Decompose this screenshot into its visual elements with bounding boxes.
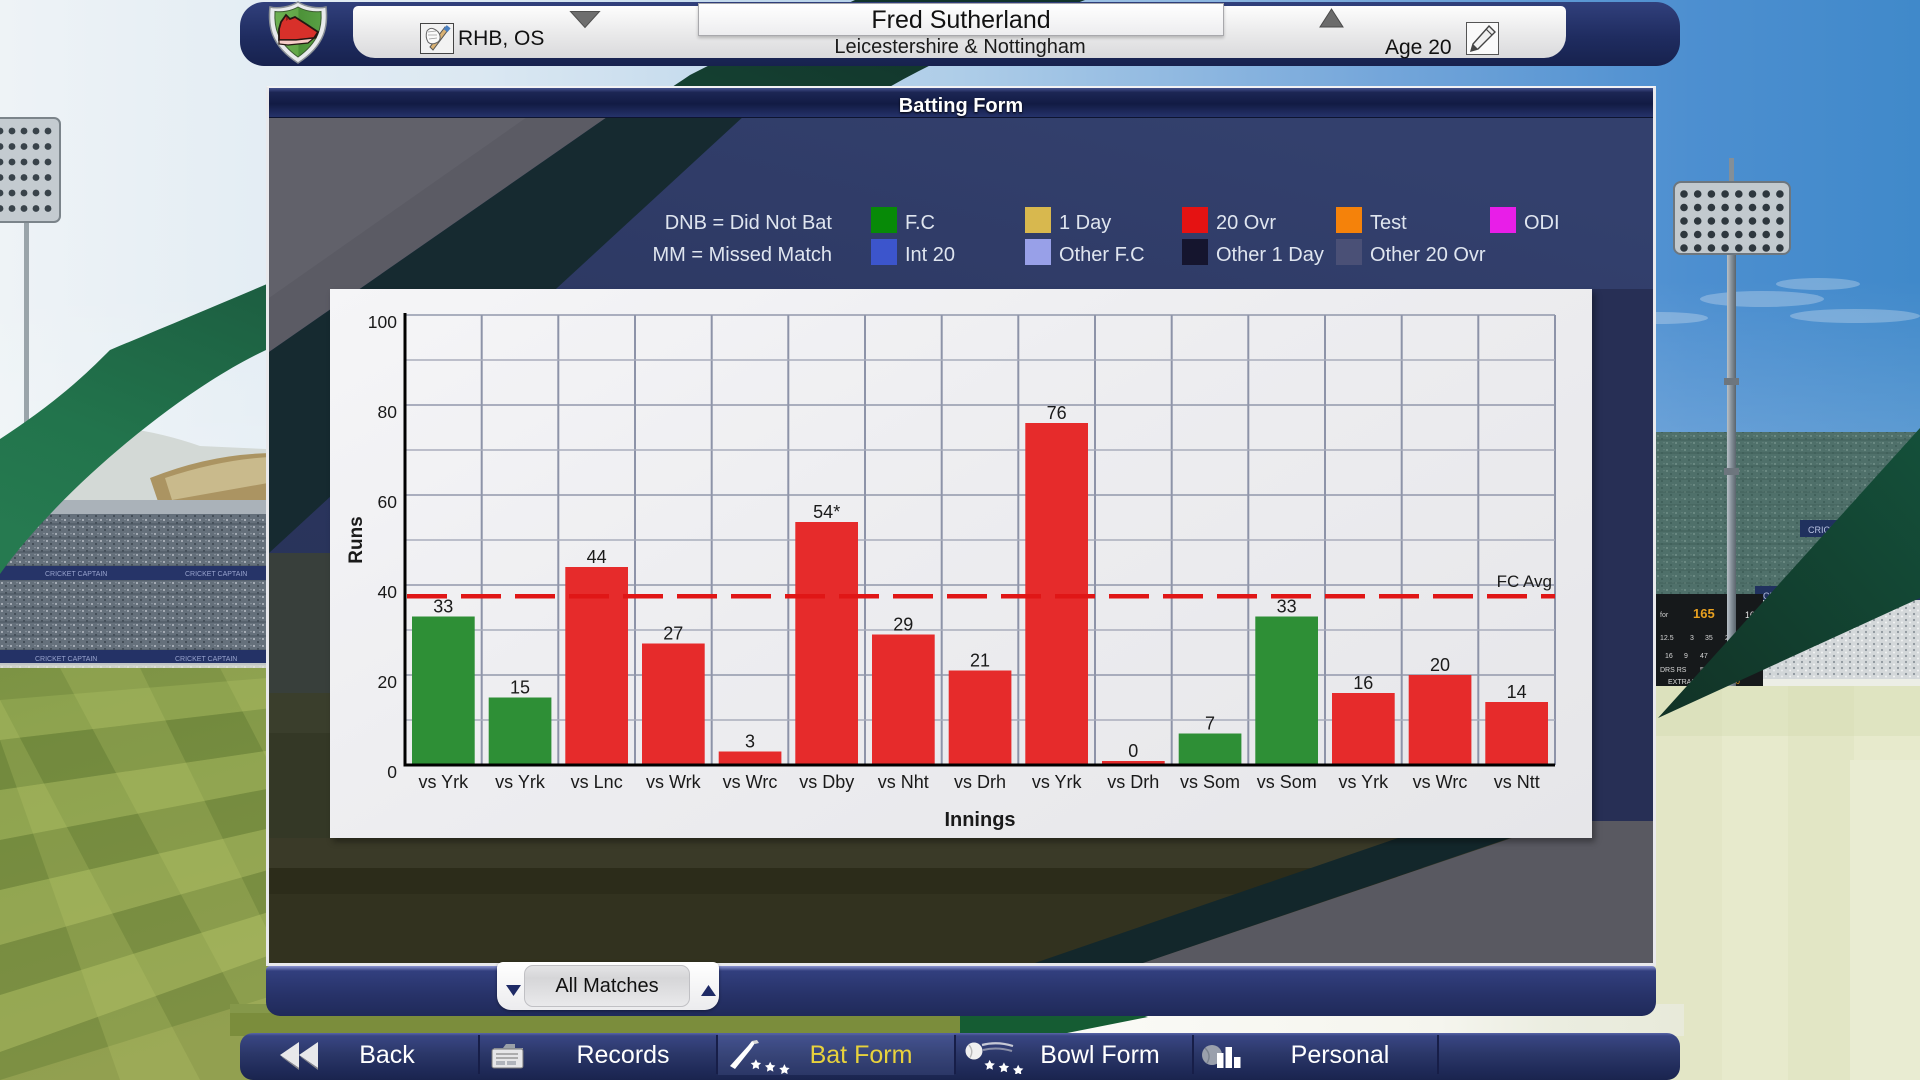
svg-text:20: 20 bbox=[1430, 655, 1450, 675]
svg-text:for: for bbox=[1660, 612, 1669, 619]
svg-text:0: 0 bbox=[387, 762, 397, 782]
svg-text:CRICKET CAPTAIN: CRICKET CAPTAIN bbox=[185, 571, 247, 578]
svg-text:vs Yrk: vs Yrk bbox=[418, 772, 469, 792]
svg-text:33: 33 bbox=[1277, 597, 1297, 617]
svg-text:15: 15 bbox=[510, 678, 530, 698]
svg-text:33: 33 bbox=[433, 597, 453, 617]
svg-text:vs Wrk: vs Wrk bbox=[646, 772, 702, 792]
svg-text:165: 165 bbox=[1693, 606, 1715, 621]
svg-text:CRICKET CAPTAIN: CRICKET CAPTAIN bbox=[45, 571, 107, 578]
svg-text:vs Drh: vs Drh bbox=[1107, 772, 1159, 792]
svg-text:20: 20 bbox=[378, 672, 398, 692]
svg-text:DRS RS: DRS RS bbox=[1660, 667, 1687, 674]
svg-text:27: 27 bbox=[663, 624, 683, 644]
svg-text:Runs: Runs bbox=[346, 516, 367, 564]
svg-text:3: 3 bbox=[1690, 635, 1694, 642]
svg-text:16: 16 bbox=[1665, 653, 1673, 660]
svg-text:vs Wrc: vs Wrc bbox=[1413, 772, 1468, 792]
svg-text:7: 7 bbox=[1205, 714, 1215, 734]
svg-text:3: 3 bbox=[745, 732, 755, 752]
svg-text:FC Avg: FC Avg bbox=[1497, 572, 1552, 591]
svg-text:54*: 54* bbox=[813, 502, 840, 522]
svg-text:vs Wrc: vs Wrc bbox=[723, 772, 778, 792]
svg-text:vs Som: vs Som bbox=[1257, 772, 1317, 792]
svg-text:0: 0 bbox=[1128, 741, 1138, 761]
svg-text:14: 14 bbox=[1507, 682, 1527, 702]
svg-text:vs Yrk: vs Yrk bbox=[1032, 772, 1083, 792]
svg-text:vs Yrk: vs Yrk bbox=[1338, 772, 1389, 792]
svg-text:CRICKET CAPTAIN: CRICKET CAPTAIN bbox=[35, 656, 97, 663]
svg-text:21: 21 bbox=[970, 651, 990, 671]
svg-text:CRICKET CAPTAIN: CRICKET CAPTAIN bbox=[175, 656, 237, 663]
svg-text:80: 80 bbox=[378, 402, 398, 422]
svg-text:vs Som: vs Som bbox=[1180, 772, 1240, 792]
svg-text:vs Yrk: vs Yrk bbox=[495, 772, 546, 792]
svg-text:44: 44 bbox=[587, 547, 607, 567]
svg-text:vs Nht: vs Nht bbox=[878, 772, 929, 792]
svg-text:Innings: Innings bbox=[944, 809, 1015, 831]
svg-text:76: 76 bbox=[1047, 403, 1067, 423]
svg-text:EXTRAS: EXTRAS bbox=[1668, 679, 1696, 686]
svg-text:9: 9 bbox=[1684, 653, 1688, 660]
svg-text:100: 100 bbox=[368, 312, 397, 332]
svg-text:10: 10 bbox=[1745, 610, 1755, 620]
svg-text:40: 40 bbox=[378, 582, 398, 602]
svg-text:35: 35 bbox=[1705, 635, 1713, 642]
svg-text:vs Dby: vs Dby bbox=[799, 772, 854, 792]
svg-text:vs Ntt: vs Ntt bbox=[1494, 772, 1540, 792]
svg-text:16: 16 bbox=[1353, 673, 1373, 693]
svg-text:vs Lnc: vs Lnc bbox=[571, 772, 623, 792]
svg-text:29: 29 bbox=[893, 615, 913, 635]
svg-text:60: 60 bbox=[378, 492, 398, 512]
svg-text:12.5: 12.5 bbox=[1660, 635, 1674, 642]
svg-text:47: 47 bbox=[1700, 653, 1708, 660]
svg-text:vs Drh: vs Drh bbox=[954, 772, 1006, 792]
